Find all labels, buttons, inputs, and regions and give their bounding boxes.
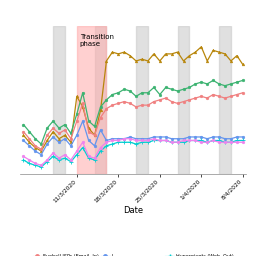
Bar [136, 26, 148, 174]
Bar [94, 26, 106, 174]
Bar [77, 26, 106, 174]
Bar [219, 26, 231, 174]
X-axis label: Date: Date [123, 206, 143, 215]
Bar [178, 26, 189, 174]
Legend: Eyeball ISPs (Email, In), Eyeball ISPs (Web, In), I, Eyeball ISPs (VPN, In), Hyp: Eyeball ISPs (Email, In), Eyeball ISPs (… [33, 254, 233, 256]
Bar [53, 26, 65, 174]
Text: Transition
phase: Transition phase [80, 35, 114, 47]
